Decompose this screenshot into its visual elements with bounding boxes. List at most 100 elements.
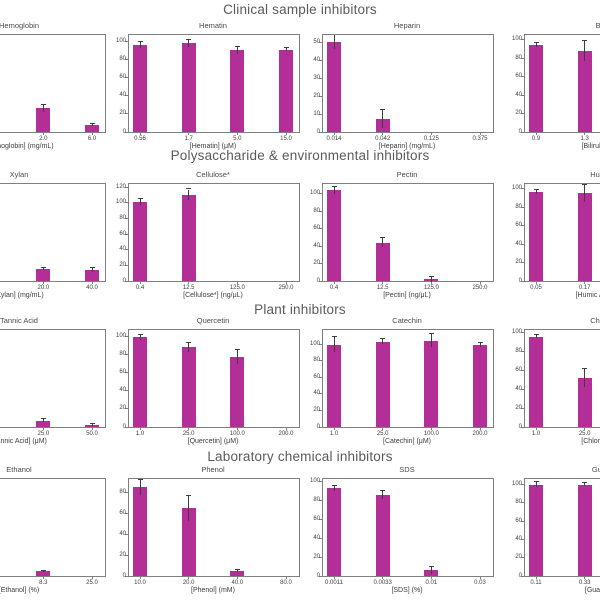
y-tick-label: 60 — [313, 225, 320, 232]
error-bar-line — [535, 43, 537, 48]
x-tick-label: 0.125 — [423, 136, 439, 142]
x-tick-label: 1.0 — [531, 431, 541, 437]
y-tick-label: 0 — [518, 277, 522, 284]
y-tick-label: 40 — [313, 390, 320, 397]
x-axis-label: [Hematin] (μM) — [189, 143, 237, 150]
y-tick-label: 100 — [511, 185, 522, 192]
y-tick-label: 40 — [515, 91, 522, 98]
error-bar-cap — [234, 568, 240, 570]
y-tick-mark — [521, 262, 524, 264]
y-tick-label: 20 — [119, 261, 126, 268]
x-tick-mark — [285, 281, 287, 284]
y-tick-mark — [319, 95, 322, 97]
error-bar-line — [42, 418, 44, 423]
y-tick-label: 0 — [316, 423, 320, 430]
chart-title: Xylan — [9, 170, 29, 179]
x-tick-label: 125.0 — [229, 285, 245, 291]
section-title-clinical: Clinical sample inhibitors — [223, 2, 377, 17]
error-bar-cap — [533, 333, 539, 335]
x-tick-mark — [333, 281, 335, 284]
x-tick-mark — [236, 281, 238, 284]
y-tick-label: 20 — [119, 551, 126, 558]
x-tick-mark — [535, 427, 537, 430]
y-tick-label: 80 — [119, 214, 126, 221]
error-bar-line — [430, 334, 432, 348]
y-tick-mark — [319, 556, 322, 558]
x-tick-mark — [430, 281, 432, 284]
y-tick-mark — [319, 426, 322, 428]
bar — [473, 344, 487, 427]
error-bar-line — [139, 198, 141, 206]
error-bar-line — [91, 123, 93, 126]
x-tick-mark — [430, 427, 432, 430]
y-tick-mark — [125, 554, 128, 556]
x-tick-label: 25.0 — [37, 431, 50, 437]
x-tick-mark — [139, 281, 141, 284]
x-axis-label: [Hemoglobin] (mg/mL) — [0, 143, 54, 150]
y-tick-label: 100 — [511, 329, 522, 336]
y-tick-label: 80 — [313, 497, 320, 504]
x-tick-mark — [535, 132, 537, 135]
y-tick-mark — [521, 131, 524, 133]
x-tick-label: 0.17 — [578, 285, 591, 291]
x-tick-mark — [42, 281, 44, 284]
y-tick-label: 40 — [515, 385, 522, 392]
plot-area: 0 20 40 60 80 10.0 20.0 40.0 80.0 — [119, 478, 300, 586]
error-bar-cap — [186, 188, 192, 190]
bar — [181, 194, 196, 281]
bar — [36, 420, 51, 427]
x-tick-mark — [236, 427, 238, 430]
y-tick-label: 80 — [119, 55, 126, 62]
error-bar-cap — [89, 423, 95, 425]
x-tick-label: 250.0 — [278, 285, 294, 291]
chart-ethanol: Ethanol 8.3 25.0 [Ethanol] (%) — [0, 465, 106, 599]
chart-title: Humic Acid — [590, 170, 600, 179]
x-tick-label: 0.01 — [425, 580, 438, 586]
y-tick-label: 0 — [518, 128, 522, 135]
error-bar-cap — [89, 122, 95, 124]
x-tick-label: 15.0 — [280, 136, 292, 142]
chart-guanidine: Guanidine 0 20 40 60 80 100 0.11 0.33[Guanidine]… — [496, 465, 600, 599]
error-bar-cap — [40, 267, 46, 269]
y-tick-mark — [125, 335, 128, 337]
error-bar-cap — [137, 197, 143, 199]
error-bar-cap — [582, 367, 588, 369]
chart-title: Catechin — [392, 316, 422, 325]
x-tick-mark — [430, 132, 432, 135]
y-tick-mark — [521, 538, 524, 540]
plot-area: 0 20 40 60 80 100 1.0 25.0 100.0 200.0 — [116, 329, 300, 437]
y-tick-mark — [521, 520, 524, 522]
x-tick-mark — [382, 576, 384, 579]
y-tick-mark — [125, 575, 128, 577]
error-bar-line — [188, 189, 190, 201]
y-tick-mark — [125, 40, 128, 42]
bar — [181, 347, 196, 427]
chart-xylan: Xylan 20.0 40.0 [Xylan] (mg/mL) — [0, 170, 106, 304]
bar — [375, 341, 390, 427]
y-tick-label: 80 — [313, 207, 320, 214]
bar — [529, 192, 543, 281]
chart-title: Pectin — [396, 170, 418, 179]
chart-chlorophyll: Chlorophyll 0 20 40 60 80 100 1.0 25.0[Chlorophy… — [496, 316, 600, 450]
y-tick-label: 60 — [515, 222, 522, 229]
chart-title: Phenol — [201, 465, 225, 474]
chart-pectin: Pectin 0 20 40 60 80 100 0.4 12.5 125.0 250.0 [Pect… — [294, 170, 494, 304]
x-tick-mark — [285, 576, 287, 579]
chart-title: Tannic Acid — [0, 316, 38, 325]
plot-area: 0 20 40 60 80 100 1.0 25.0 — [512, 329, 600, 437]
y-tick-label: 30 — [313, 74, 320, 81]
error-bar-line — [535, 481, 537, 488]
x-tick-label: 0.03 — [474, 580, 486, 586]
y-tick-label: 80 — [515, 203, 522, 210]
x-axis-label: [Xylan] (mg/mL) — [0, 292, 44, 299]
chart-title: Chlorophyll — [590, 316, 600, 325]
y-tick-label: 60 — [515, 73, 522, 80]
x-tick-label: 0.05 — [530, 285, 542, 291]
x-tick-mark — [382, 281, 384, 284]
x-tick-mark — [139, 427, 141, 430]
y-tick-label: 40 — [313, 242, 320, 249]
error-bar-cap — [137, 41, 143, 43]
error-bar-line — [430, 566, 432, 575]
error-bar-line — [535, 334, 537, 339]
